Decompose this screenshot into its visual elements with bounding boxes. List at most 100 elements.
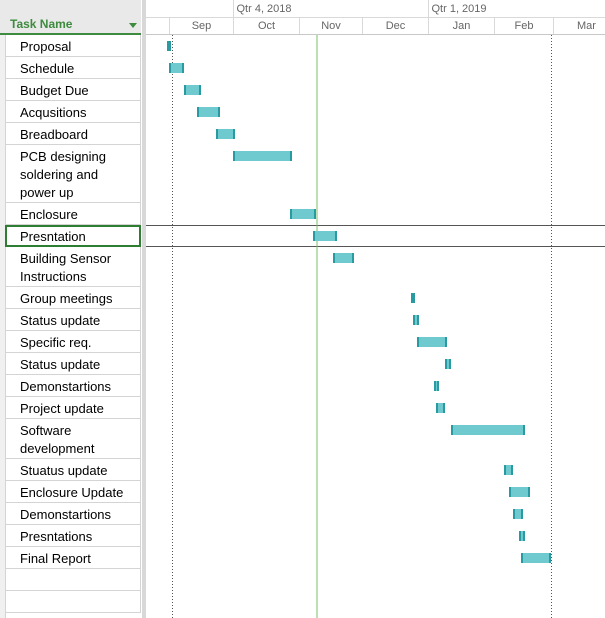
task-row[interactable]: Breadboard <box>5 123 141 145</box>
task-row[interactable]: Schedule <box>5 57 141 79</box>
gantt-bar <box>184 85 201 95</box>
task-name: Proposal <box>20 39 72 54</box>
empty-task-row[interactable] <box>5 569 141 591</box>
gantt-bar-start-cap <box>333 253 335 263</box>
task-row[interactable]: Budget Due <box>5 79 141 101</box>
task-row[interactable]: Stuatus update <box>5 459 141 481</box>
task-row[interactable]: Demonstartions <box>5 375 141 397</box>
gantt-bar-start-cap <box>513 509 515 519</box>
task-row[interactable]: Software development <box>5 419 141 459</box>
task-name: Schedule <box>20 61 75 76</box>
task-name-column-header[interactable]: Task Name <box>10 17 73 31</box>
task-row[interactable]: Final Report <box>5 547 141 569</box>
task-row[interactable]: Specific req. <box>5 331 141 353</box>
view-splitter[interactable] <box>142 0 146 618</box>
task-name: Final Report <box>20 551 91 566</box>
gantt-bar <box>233 151 292 161</box>
gantt-bar <box>169 63 184 73</box>
task-row[interactable]: Acqusitions <box>5 101 141 123</box>
task-row[interactable]: Building Sensor Instructions <box>5 247 141 287</box>
task-row[interactable]: Enclosure <box>5 203 141 225</box>
gantt-bar <box>290 209 316 219</box>
empty-task-row[interactable] <box>5 591 141 613</box>
gantt-bar-end-cap <box>443 403 445 413</box>
gantt-bar-end-cap <box>445 337 447 347</box>
gantt-bar <box>434 381 439 391</box>
task-name: Software development <box>20 423 95 456</box>
gantt-bar-end-cap <box>521 509 523 519</box>
gantt-bar-end-cap <box>290 151 292 161</box>
quarter-label: Qtr 4, 2018 <box>237 3 292 15</box>
gantt-bar-start-cap <box>290 209 292 219</box>
task-row[interactable]: Proposal <box>5 35 141 57</box>
task-row[interactable]: Presntations <box>5 525 141 547</box>
gantt-bar-end-cap <box>511 465 513 475</box>
gantt-bar-start-cap <box>504 465 506 475</box>
task-name: Group meetings <box>20 291 113 306</box>
quarter-label: Qtr 1, 2019 <box>432 3 487 15</box>
gantt-bar <box>417 337 447 347</box>
month-label: Sep <box>192 20 212 32</box>
task-row[interactable]: Status update <box>5 353 141 375</box>
gantt-chart-canvas: Qtr 4, 2018 Qtr 1, 2019 Sep Oct Nov Dec Jan Feb… <box>146 0 605 618</box>
gantt-bar-start-cap <box>411 293 413 303</box>
task-row[interactable]: Project update <box>5 397 141 419</box>
task-name: Demonstartions <box>20 379 112 394</box>
task-name: Enclosure Update <box>20 485 124 500</box>
gantt-bar <box>413 315 419 325</box>
task-name: Presntations <box>20 529 93 544</box>
gantt-bar-start-cap <box>167 41 169 51</box>
task-name: Presntation <box>20 229 86 244</box>
gantt-bar <box>333 253 354 263</box>
task-row[interactable]: PCB designing soldering and power up <box>5 145 141 203</box>
gantt-bar-start-cap <box>197 107 199 117</box>
task-name: Budget Due <box>20 83 89 98</box>
gantt-bar-end-cap <box>413 293 415 303</box>
gantt-bar-end-cap <box>169 41 171 51</box>
task-row[interactable]: Enclosure Update <box>5 481 141 503</box>
gantt-bar <box>216 129 235 139</box>
month-label: Feb <box>515 20 534 32</box>
gantt-bar-start-cap <box>451 425 453 435</box>
gantt-bar <box>504 465 513 475</box>
task-name: Enclosure <box>20 207 78 222</box>
gantt-bar-start-cap <box>519 531 521 541</box>
gantt-bar-start-cap <box>436 403 438 413</box>
gantt-bar-end-cap <box>335 231 337 241</box>
gantt-bar-end-cap <box>199 85 201 95</box>
gantt-bar-start-cap <box>521 553 523 563</box>
task-name: PCB designing soldering and power up <box>20 149 106 200</box>
task-row[interactable]: Demonstartions <box>5 503 141 525</box>
gantt-bar <box>509 487 530 497</box>
gantt-bar-start-cap <box>509 487 511 497</box>
gantt-bar-start-cap <box>169 63 171 73</box>
gantt-bar-end-cap <box>218 107 220 117</box>
gantt-bar-end-cap <box>417 315 419 325</box>
gantt-bar <box>451 425 525 435</box>
gantt-bar <box>313 231 337 241</box>
gantt-bar <box>436 403 445 413</box>
gantt-bar-end-cap <box>314 209 316 219</box>
gantt-bar-end-cap <box>528 487 530 497</box>
gantt-bar-end-cap <box>437 381 439 391</box>
task-name: Stuatus update <box>20 463 108 478</box>
task-name: Breadboard <box>20 127 88 142</box>
task-row[interactable]: Group meetings <box>5 287 141 309</box>
gantt-bar <box>513 509 523 519</box>
task-row[interactable]: Status update <box>5 309 141 331</box>
month-label: Nov <box>321 20 341 32</box>
gantt-bar-start-cap <box>413 315 415 325</box>
filter-dropdown-icon[interactable] <box>129 23 137 28</box>
gantt-bar-end-cap <box>549 553 551 563</box>
month-label: Jan <box>453 20 471 32</box>
task-name: Specific req. <box>20 335 92 350</box>
gantt-bar-start-cap <box>434 381 436 391</box>
task-name: Status update <box>20 313 101 328</box>
task-name: Project update <box>20 401 104 416</box>
gantt-bar-start-cap <box>445 359 447 369</box>
task-row[interactable]: Presntation <box>5 225 141 247</box>
row-selector-strip[interactable] <box>0 35 6 618</box>
gantt-bar-start-cap <box>313 231 315 241</box>
month-label: Mar <box>577 20 596 32</box>
gantt-bar-start-cap <box>216 129 218 139</box>
